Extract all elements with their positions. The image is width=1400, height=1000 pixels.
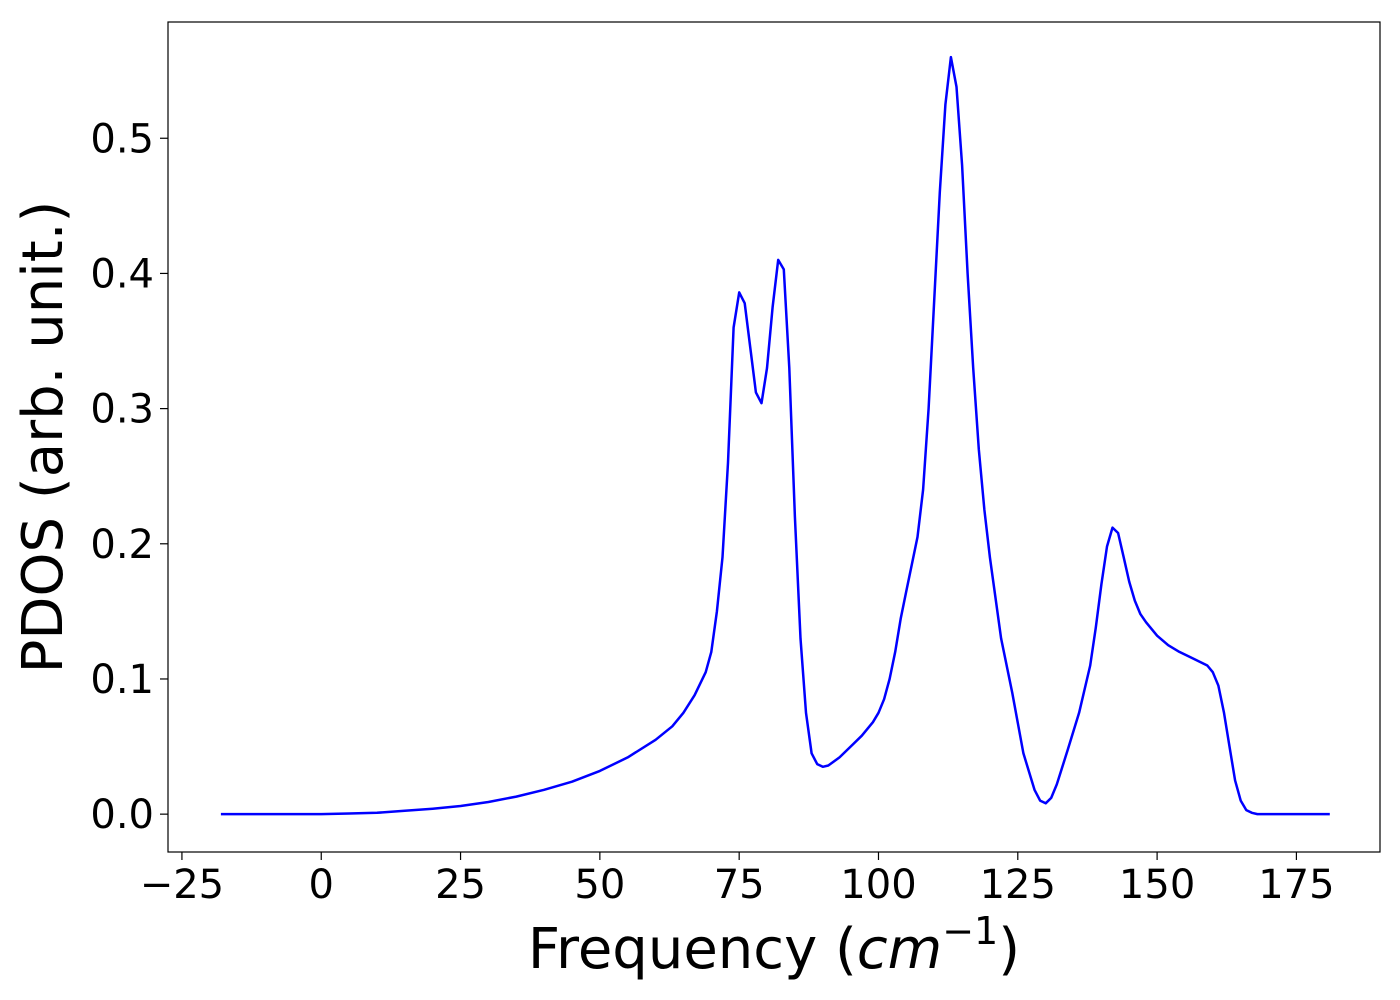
x-tick-label: 75 bbox=[714, 862, 765, 908]
x-tick-label: −25 bbox=[140, 862, 224, 908]
x-tick-label: 125 bbox=[980, 862, 1056, 908]
y-axis-label: PDOS (arb. unit.) bbox=[11, 201, 76, 674]
x-tick-label: 175 bbox=[1258, 862, 1334, 908]
pdos-series-line bbox=[220, 55, 1330, 816]
y-tick-label: 0.3 bbox=[90, 387, 154, 433]
y-tick-label: 0.1 bbox=[90, 657, 154, 703]
y-tick-label: 0.5 bbox=[90, 116, 154, 162]
y-tick-label: 0.4 bbox=[90, 251, 154, 297]
y-tick-label: 0.0 bbox=[90, 792, 154, 838]
x-axis-label: Frequency (cm−1) bbox=[528, 909, 1020, 982]
y-axis-ticks: 0.0 0.1 0.2 0.3 0.4 0.5 bbox=[90, 116, 168, 838]
plot-area bbox=[167, 21, 1381, 853]
x-axis-ticks: −25 0 25 50 75 100 125 150 175 bbox=[140, 852, 1335, 908]
y-tick-label: 0.2 bbox=[90, 522, 154, 568]
x-tick-label: 50 bbox=[574, 862, 625, 908]
x-tick-label: 0 bbox=[309, 862, 334, 908]
x-tick-label: 150 bbox=[1119, 862, 1195, 908]
x-tick-label: 25 bbox=[435, 862, 486, 908]
x-tick-label: 100 bbox=[840, 862, 916, 908]
